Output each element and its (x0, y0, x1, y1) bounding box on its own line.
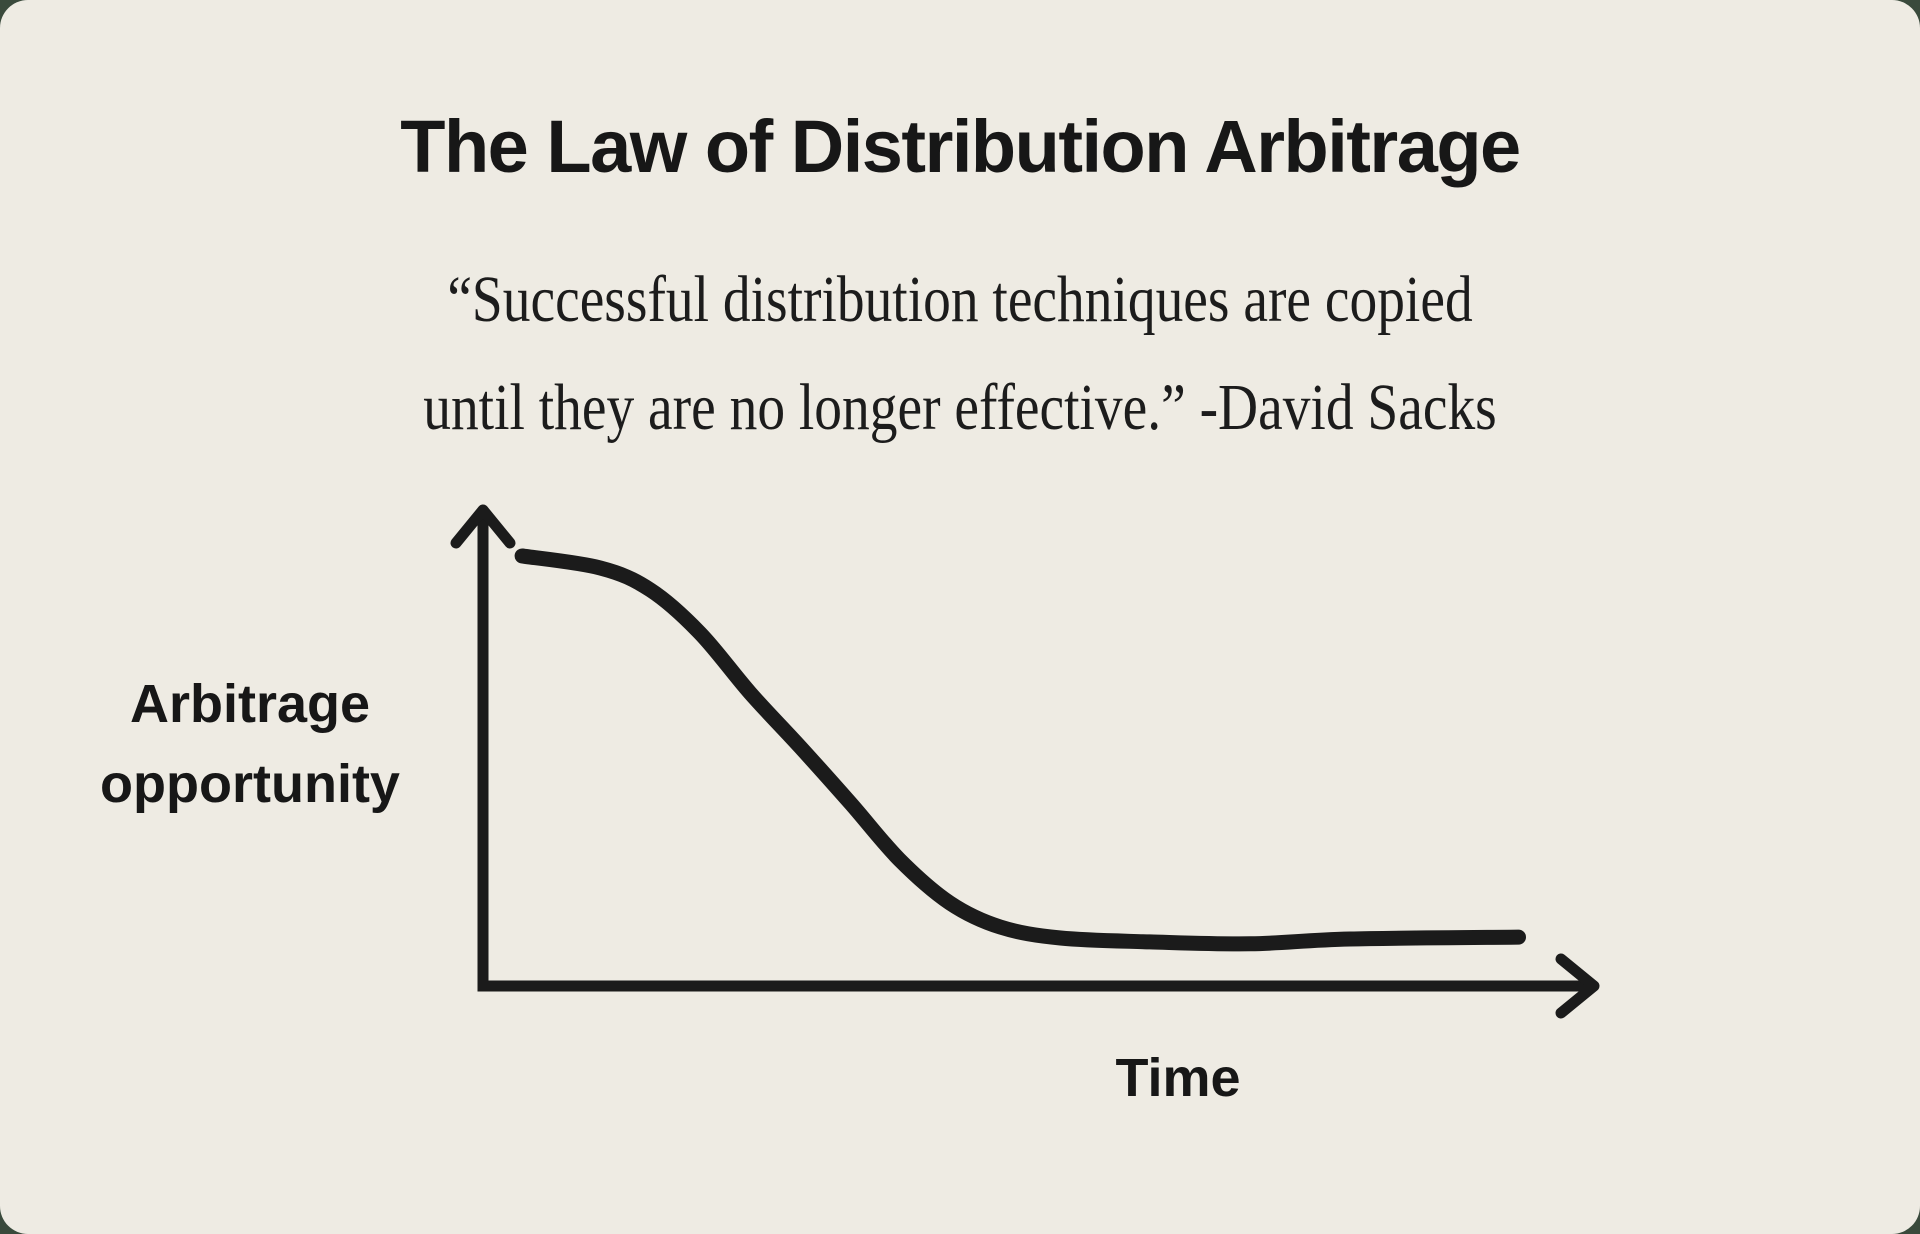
y-axis-arrowhead-icon (450, 504, 516, 549)
quote-line-1: “Successful distribution techniques are … (447, 263, 1473, 336)
axes-lines (477, 516, 1588, 992)
arbitrage-opportunity-curve (514, 548, 1526, 952)
page-title: The Law of Distribution Arbitrage (400, 105, 1521, 188)
quote-block: “Successful distribution techniques are … (154, 246, 1767, 462)
quote-line-2: until they are no longer effective.” -Da… (423, 371, 1497, 444)
y-axis-label: Arbitrage opportunity (100, 674, 400, 814)
x-axis-arrowhead-icon (1555, 953, 1600, 1019)
x-axis-label: Time (1115, 1048, 1241, 1108)
